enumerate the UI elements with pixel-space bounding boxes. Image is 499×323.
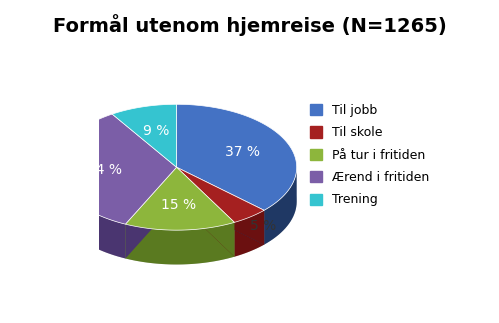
Polygon shape — [264, 168, 297, 245]
Polygon shape — [235, 210, 264, 257]
Polygon shape — [177, 167, 264, 245]
Polygon shape — [56, 114, 177, 224]
Text: 15 %: 15 % — [161, 198, 197, 212]
Text: 5 %: 5 % — [250, 219, 276, 233]
Polygon shape — [177, 167, 264, 245]
Text: 9 %: 9 % — [143, 124, 170, 138]
Polygon shape — [125, 167, 177, 258]
Polygon shape — [112, 104, 177, 167]
Polygon shape — [125, 222, 235, 265]
Text: 37 %: 37 % — [225, 145, 260, 159]
Text: Formål utenom hjemreise (N=1265): Formål utenom hjemreise (N=1265) — [52, 14, 447, 36]
Legend: Til jobb, Til skole, På tur i fritiden, Ærend i fritiden, Trening: Til jobb, Til skole, På tur i fritiden, … — [310, 104, 430, 206]
Text: 34 %: 34 % — [87, 162, 122, 177]
Polygon shape — [177, 104, 297, 210]
Polygon shape — [125, 167, 177, 258]
Polygon shape — [177, 167, 235, 257]
Polygon shape — [56, 168, 125, 258]
Polygon shape — [177, 167, 264, 222]
Polygon shape — [125, 167, 235, 230]
Polygon shape — [177, 167, 235, 257]
Ellipse shape — [56, 139, 297, 265]
